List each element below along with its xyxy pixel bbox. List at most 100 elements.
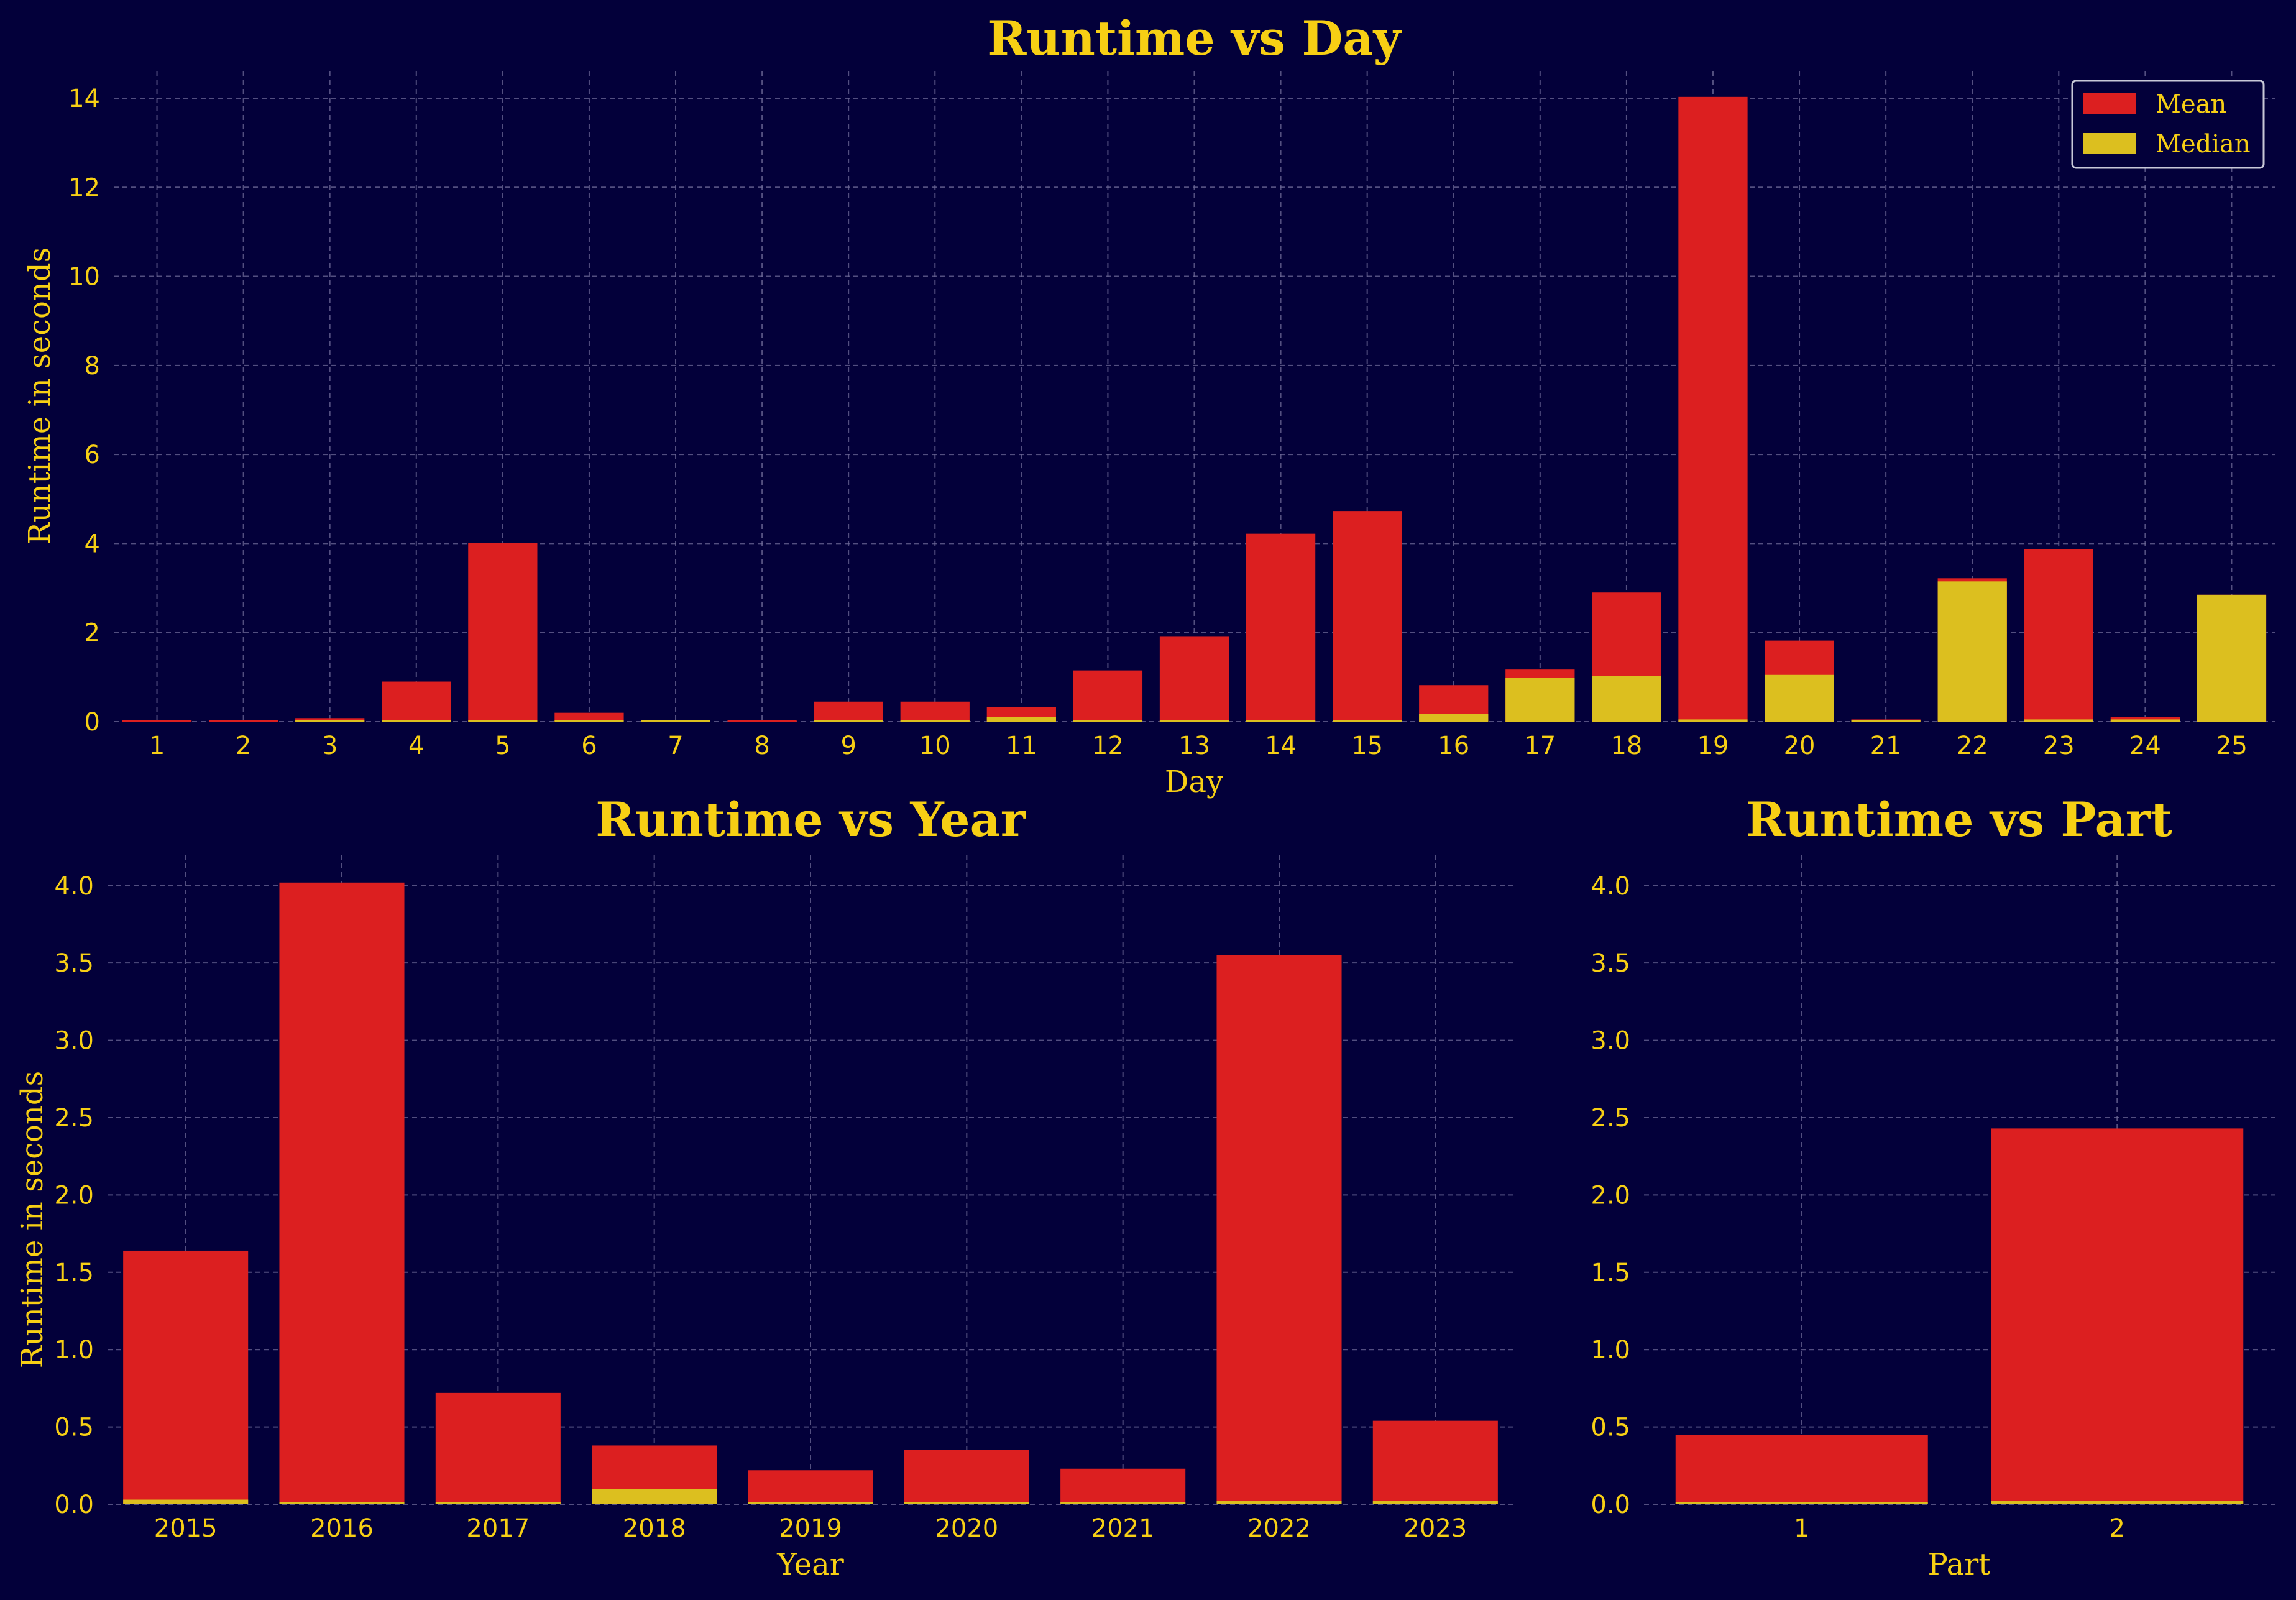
day-xtick-label: 3 bbox=[322, 732, 338, 760]
day-bar-median-25 bbox=[2197, 594, 2267, 722]
day-xtick-label: 19 bbox=[1697, 732, 1729, 760]
day-bar-mean-13 bbox=[1159, 636, 1229, 722]
day-bar-median-14 bbox=[1246, 720, 1316, 722]
day-bar-median-4 bbox=[382, 720, 451, 722]
part-bar-median-1 bbox=[1675, 1502, 1928, 1504]
day-xtick-label: 12 bbox=[1092, 732, 1124, 760]
day-xtick-label: 20 bbox=[1784, 732, 1816, 760]
day-chart-title: Runtime vs Day bbox=[987, 11, 1402, 66]
legend-swatch-mean bbox=[2083, 93, 2136, 114]
day-bar-median-16 bbox=[1419, 714, 1489, 722]
day-bar-median-9 bbox=[814, 720, 883, 722]
day-xtick-label: 2 bbox=[236, 732, 251, 760]
part-bar-median-2 bbox=[1991, 1501, 2244, 1504]
year-ytick-label: 1.5 bbox=[54, 1259, 94, 1287]
day-xtick-label: 7 bbox=[668, 732, 683, 760]
day-ytick-label: 4 bbox=[85, 530, 100, 558]
year-xtick-label: 2018 bbox=[623, 1514, 686, 1543]
day-ytick-label: 10 bbox=[68, 263, 100, 292]
year-bar-mean-2019 bbox=[748, 1470, 873, 1504]
day-bar-median-7 bbox=[641, 720, 710, 722]
day-bar-mean-4 bbox=[382, 681, 451, 722]
part-ytick-label: 0.0 bbox=[1591, 1491, 1630, 1519]
day-chart-xlabel: Day bbox=[1165, 765, 1223, 799]
day-xtick-label: 15 bbox=[1351, 732, 1383, 760]
day-ytick-label: 0 bbox=[85, 708, 100, 737]
day-bar-mean-1 bbox=[122, 720, 192, 722]
day-bar-median-21 bbox=[1851, 720, 1921, 722]
part-ytick-label: 3.5 bbox=[1591, 949, 1630, 978]
day-bar-median-17 bbox=[1505, 678, 1575, 722]
year-ytick-label: 0.5 bbox=[54, 1414, 94, 1442]
day-bar-median-6 bbox=[554, 720, 624, 722]
day-bar-median-24 bbox=[2110, 719, 2180, 722]
day-xtick-label: 1 bbox=[149, 732, 165, 760]
day-xtick-label: 5 bbox=[495, 732, 510, 760]
day-xtick-label: 8 bbox=[754, 732, 769, 760]
day-bar-mean-2 bbox=[208, 720, 278, 722]
day-bar-mean-6 bbox=[554, 712, 624, 722]
part-chart-title: Runtime vs Part bbox=[1746, 792, 2172, 847]
day-bar-median-23 bbox=[2024, 719, 2093, 722]
day-bar-median-15 bbox=[1333, 720, 1402, 722]
year-ytick-label: 3.5 bbox=[54, 949, 94, 978]
year-bar-median-2020 bbox=[904, 1502, 1029, 1504]
day-bar-median-11 bbox=[986, 717, 1056, 722]
day-ytick-label: 14 bbox=[68, 85, 100, 113]
day-bar-mean-23 bbox=[2024, 549, 2093, 722]
day-bar-mean-15 bbox=[1333, 511, 1402, 722]
year-bar-mean-2022 bbox=[1216, 955, 1342, 1504]
year-chart-xlabel: Year bbox=[776, 1547, 844, 1582]
day-xtick-label: 11 bbox=[1006, 732, 1037, 760]
day-bar-mean-5 bbox=[468, 542, 538, 722]
day-ytick-label: 12 bbox=[68, 173, 100, 202]
year-xtick-label: 2015 bbox=[154, 1514, 218, 1543]
day-bar-median-10 bbox=[900, 720, 970, 722]
day-xtick-label: 13 bbox=[1178, 732, 1210, 760]
year-xtick-label: 2017 bbox=[466, 1514, 530, 1543]
part-chart-xlabel: Part bbox=[1928, 1547, 1991, 1582]
legend-label-mean: Mean bbox=[2156, 90, 2226, 119]
year-bar-mean-2016 bbox=[279, 882, 405, 1504]
year-chart: Runtime vs Year Year Runtime in seconds … bbox=[15, 792, 1513, 1582]
day-xtick-label: 4 bbox=[408, 732, 424, 760]
day-xtick-label: 10 bbox=[919, 732, 951, 760]
day-xtick-label: 23 bbox=[2043, 732, 2075, 760]
day-xtick-label: 18 bbox=[1610, 732, 1642, 760]
day-bar-median-5 bbox=[468, 720, 538, 722]
year-bar-mean-2020 bbox=[904, 1450, 1029, 1504]
part-ytick-label: 2.0 bbox=[1591, 1181, 1630, 1210]
day-xtick-label: 21 bbox=[1870, 732, 1902, 760]
year-xtick-label: 2022 bbox=[1247, 1514, 1311, 1543]
day-bar-mean-19 bbox=[1678, 96, 1748, 722]
day-xtick-label: 25 bbox=[2216, 732, 2248, 760]
day-bar-mean-9 bbox=[814, 701, 883, 722]
year-bar-median-2015 bbox=[123, 1499, 249, 1504]
year-ytick-label: 2.0 bbox=[54, 1181, 94, 1210]
day-bar-median-13 bbox=[1159, 720, 1229, 722]
day-xtick-label: 22 bbox=[1957, 732, 1988, 760]
day-bar-median-12 bbox=[1073, 720, 1143, 722]
year-bar-median-2023 bbox=[1372, 1501, 1498, 1504]
day-chart-legend: Mean Median bbox=[2071, 80, 2265, 169]
part-bar-mean-1 bbox=[1675, 1435, 1928, 1504]
year-bar-mean-2015 bbox=[123, 1250, 249, 1504]
year-ytick-label: 3.0 bbox=[54, 1027, 94, 1055]
year-chart-ylabel: Runtime in seconds bbox=[15, 1071, 50, 1368]
part-ytick-label: 2.5 bbox=[1591, 1104, 1630, 1133]
day-bar-median-19 bbox=[1678, 719, 1748, 722]
year-ytick-label: 4.0 bbox=[54, 872, 94, 901]
year-bar-median-2018 bbox=[592, 1489, 717, 1504]
year-xtick-label: 2019 bbox=[779, 1514, 842, 1543]
day-bar-mean-10 bbox=[900, 701, 970, 722]
year-bar-median-2016 bbox=[279, 1502, 405, 1504]
year-chart-title: Runtime vs Year bbox=[595, 792, 1026, 847]
day-xtick-label: 17 bbox=[1524, 732, 1556, 760]
day-chart-ylabel: Runtime in seconds bbox=[22, 247, 57, 545]
day-xtick-label: 24 bbox=[2129, 732, 2161, 760]
year-xtick-label: 2016 bbox=[310, 1514, 374, 1543]
day-ytick-label: 6 bbox=[85, 441, 100, 469]
year-bar-median-2021 bbox=[1060, 1502, 1186, 1504]
day-ytick-label: 8 bbox=[85, 352, 100, 380]
